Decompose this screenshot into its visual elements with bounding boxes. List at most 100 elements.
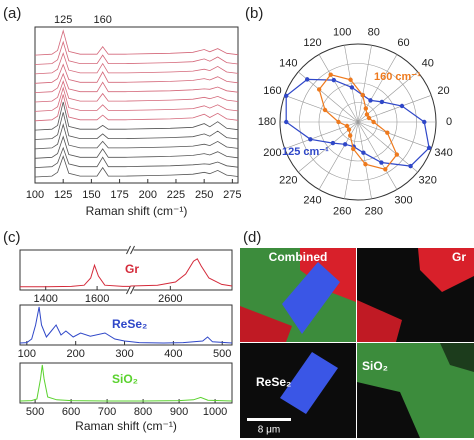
spectrum	[19, 364, 233, 402]
polar-point	[361, 150, 366, 155]
angle-label: 180	[258, 116, 276, 128]
spectrum	[35, 101, 238, 131]
polar-point	[366, 115, 372, 121]
panel-label: (a)	[3, 5, 21, 22]
x-axis-label: Raman shift (cm⁻¹)	[75, 419, 177, 433]
angular-grid	[318, 54, 359, 123]
break-mark	[126, 245, 131, 255]
x-tick-label: 800	[134, 406, 152, 418]
tile-label: SiO₂	[362, 359, 388, 373]
angle-label: 100	[333, 26, 351, 38]
axis-break	[127, 247, 134, 253]
polar-point	[351, 146, 356, 152]
angular-grid	[344, 121, 359, 199]
angle-label: 40	[422, 57, 434, 69]
polar-point	[342, 142, 348, 147]
spectrum	[35, 135, 238, 159]
x-tick-label: 1600	[85, 293, 109, 305]
polar-point	[426, 145, 432, 151]
x-tick-label: 2600	[158, 293, 182, 305]
x-tick-label: 700	[98, 406, 116, 418]
peak-annotation: 125	[54, 14, 72, 26]
polar-point	[328, 72, 333, 77]
polar-point	[363, 106, 368, 111]
region	[357, 382, 420, 438]
series-label: Gr	[125, 262, 139, 276]
series-label: 125 cm⁻¹	[282, 146, 329, 158]
series-label: SiO₂	[112, 372, 138, 386]
polar-point	[408, 163, 413, 169]
polar-point	[349, 85, 355, 90]
spectrum	[19, 306, 233, 344]
x-tick-label: 100	[18, 348, 36, 360]
spectrum	[35, 63, 238, 84]
tile-label: Combined	[269, 250, 328, 264]
x-tick-label: 500	[213, 348, 231, 360]
polar-point	[346, 127, 352, 132]
polar-point	[331, 77, 337, 83]
polar-point	[316, 87, 322, 92]
panel-label: (b)	[245, 5, 263, 22]
spectra	[35, 29, 238, 178]
angular-grid	[357, 121, 432, 149]
region	[357, 300, 402, 342]
region	[440, 343, 474, 372]
x-tick-label: 250	[195, 189, 213, 201]
break-mark	[126, 285, 131, 295]
polar-point	[348, 77, 353, 82]
x-tick-label: 100	[26, 189, 44, 201]
scale-bar-label: 8 μm	[258, 425, 280, 436]
polar-point	[308, 137, 313, 142]
polar-point	[383, 167, 388, 172]
break-mark	[130, 285, 135, 295]
spectrum	[35, 80, 238, 103]
spectrum	[35, 86, 238, 112]
angular-grid	[318, 121, 359, 190]
polar-point	[330, 140, 336, 146]
spectrum	[35, 72, 238, 93]
plot-frame	[19, 304, 233, 346]
break-mark	[130, 245, 135, 255]
x-tick-label: 175	[110, 189, 128, 201]
x-tick-label: 400	[164, 348, 182, 360]
angular-grid	[344, 45, 359, 123]
polar-point	[283, 93, 289, 99]
angular-grid	[357, 45, 372, 123]
angle-label: 160	[263, 85, 281, 97]
region	[240, 306, 292, 342]
series-label: 160 cm⁻¹	[374, 71, 421, 83]
polar-point	[360, 92, 365, 98]
angle-label: 60	[397, 37, 409, 49]
spectrum	[35, 112, 238, 140]
image-panel: (d) Combined Gr ReSe₂ SiO₂ 8 μm	[240, 229, 474, 438]
x-tick-label: 900	[170, 406, 188, 418]
spectrum	[35, 123, 238, 150]
x-tick-label: 200	[67, 348, 85, 360]
angle-label: 260	[333, 206, 351, 218]
angular-grid	[357, 54, 398, 123]
spectrum	[35, 155, 238, 178]
x-tick-label: 200	[139, 189, 157, 201]
x-tick-label: 225	[167, 189, 185, 201]
axis-break	[127, 287, 134, 293]
scale-bar	[247, 418, 291, 421]
x-tick-label: 600	[62, 406, 80, 418]
angular-grid	[357, 121, 418, 173]
angle-label: 120	[303, 37, 321, 49]
spectrum	[35, 52, 238, 75]
angular-grid	[284, 95, 359, 123]
x-tick-label: 1000	[203, 406, 227, 418]
polar-point	[379, 99, 385, 105]
polar-point	[305, 77, 310, 82]
x-tick-label: 500	[26, 406, 44, 418]
polar-point	[422, 119, 427, 125]
region	[282, 262, 340, 334]
angle-label: 0	[446, 116, 452, 128]
x-tick-label: 125	[54, 189, 72, 201]
polar-point	[322, 107, 328, 113]
region	[280, 352, 338, 414]
polar-point	[371, 119, 376, 125]
angular-grid	[357, 121, 398, 190]
angle-label: 20	[437, 85, 449, 97]
